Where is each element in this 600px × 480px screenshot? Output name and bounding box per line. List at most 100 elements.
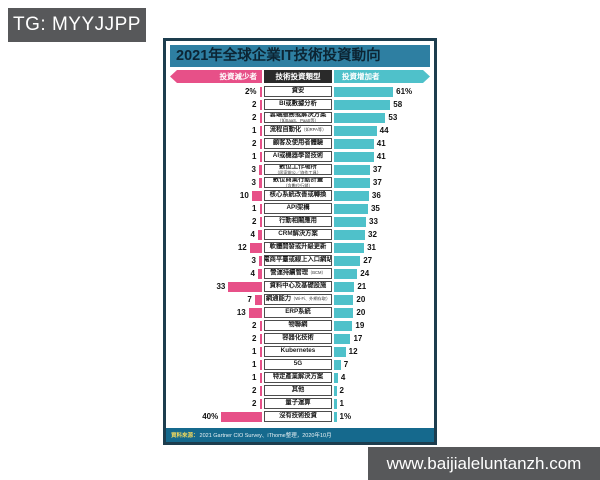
increase-value: 20 [356, 295, 366, 304]
decrease-value: 4 [250, 269, 255, 278]
tech-label: 其他 [291, 386, 305, 394]
decrease-value: 2 [252, 321, 257, 330]
tech-label-text: 營運持續管理 [270, 269, 309, 277]
decrease-bar [259, 138, 262, 149]
increase-bar [334, 164, 370, 175]
decrease-bar [259, 320, 262, 331]
increase-bar [334, 216, 366, 227]
increase-bar [334, 138, 374, 149]
tech-label-box: AI或機器學習技術 [264, 151, 332, 162]
tech-label-box: BI或數據分析 [264, 99, 332, 110]
increase-bar [334, 112, 386, 123]
increase-zone: 31 [334, 242, 430, 253]
increase-value: 61% [396, 87, 413, 96]
decrease-zone: 3 [170, 255, 262, 266]
increase-value: 35 [370, 204, 380, 213]
decrease-zone: 2 [170, 216, 262, 227]
decrease-bar [259, 99, 262, 110]
decrease-bar [228, 281, 262, 292]
decrease-zone: 10 [170, 190, 262, 201]
increase-value: 58 [393, 100, 403, 109]
increase-bar [334, 190, 369, 201]
increase-value: 41 [376, 139, 386, 148]
increase-zone: 27 [334, 255, 430, 266]
decrease-zone: 2 [170, 398, 262, 409]
chart-row: 4 營運持續管理（BCM） 24 [170, 267, 430, 280]
decrease-bar [259, 112, 262, 123]
decrease-value: 2 [252, 386, 257, 395]
decrease-value: 2 [252, 217, 257, 226]
increase-zone: 61% [334, 86, 430, 97]
tech-label: 沒有技術投資 [279, 412, 317, 420]
tg-badge: TG: MYYJJPP [8, 8, 146, 42]
tech-label-note: （如RPA等） [301, 127, 327, 133]
increase-zone: 20 [334, 294, 430, 305]
tech-label-box: 特定產業解決方案 [264, 372, 332, 383]
tech-label-box: 數位工作場所 （居家辦公／協作工具） [264, 164, 332, 175]
tech-label: CRM解決方案 [278, 230, 318, 238]
tech-label-text: 其他 [291, 386, 305, 394]
increase-bar [334, 229, 366, 240]
increase-value: 1 [339, 399, 344, 408]
increase-bar [334, 398, 337, 409]
increase-value: 20 [356, 308, 366, 317]
tech-label-box: 數位商業行動計畫 （含數位行銷） [264, 177, 332, 188]
decrease-bar [258, 255, 262, 266]
tech-label-text: 行動相關應用 [279, 217, 317, 225]
tech-label-box: 其他 [264, 385, 332, 396]
tech-label: 雲端服務或解決方案 [270, 113, 327, 119]
increase-value: 31 [367, 243, 376, 252]
tech-label: AI或機器學習技術 [273, 152, 323, 160]
tech-label-box: CRM解決方案 [264, 229, 332, 240]
tech-label-text: 沒有技術投資 [279, 412, 317, 420]
tech-label-sub: （居家辦公／協作工具） [274, 169, 322, 175]
chart-row: 1 5G 7 [170, 358, 430, 371]
increase-zone: 12 [334, 346, 430, 357]
increase-zone: 44 [334, 125, 430, 136]
decrease-bar [259, 385, 262, 396]
decrease-value: 10 [239, 191, 249, 200]
increase-value: 19 [355, 321, 365, 330]
tech-label: 行動相關應用 [279, 217, 317, 225]
tech-label: ERP系統 [285, 308, 311, 316]
decrease-bar [259, 346, 262, 357]
legend-tech-type: 技術投資類型 [264, 70, 332, 83]
increase-zone: 37 [334, 177, 430, 188]
chart-row: 2 其他 2 [170, 384, 430, 397]
tech-label-note: （BCM） [308, 270, 326, 276]
tech-label: 資料中心及基礎設施 [270, 282, 327, 290]
decrease-bar [248, 307, 262, 318]
increase-zone: 4 [334, 372, 430, 383]
increase-value: 24 [360, 269, 370, 278]
tech-label-box: 沒有技術投資 [264, 411, 332, 422]
source-prefix: 資料來源： [171, 433, 199, 439]
increase-zone: 7 [334, 359, 430, 370]
legend-decrease-arrow: 投資減少者 [170, 70, 262, 83]
increase-bar [334, 125, 377, 136]
increase-zone: 24 [334, 268, 430, 279]
increase-zone: 33 [334, 216, 430, 227]
tech-label: 核心系統改善或轉換 [270, 191, 327, 199]
tech-label-text: 網通能力 [265, 295, 292, 303]
decrease-bar [221, 411, 262, 422]
increase-zone: 41 [334, 138, 430, 149]
increase-zone: 36 [334, 190, 430, 201]
decrease-zone: 2 [170, 385, 262, 396]
tech-label: 營運持續管理（BCM） [270, 269, 326, 277]
decrease-zone: 40% [170, 411, 262, 422]
decrease-zone: 4 [170, 268, 262, 279]
increase-zone: 58 [334, 99, 430, 110]
increase-value: 32 [368, 230, 377, 239]
chart-rows: 2% 資安 61% 2 BI或數據分析 58 2 雲端服務或解決方案 （如SaaS、PaaS等）… [170, 85, 430, 423]
chart-legend: 投資減少者 技術投資類型 投資增加者 [170, 70, 430, 83]
increase-bar [334, 177, 370, 188]
tech-label-text: 容器化技術 [282, 334, 314, 342]
increase-bar [334, 242, 365, 253]
decrease-value: 40% [202, 412, 219, 421]
tech-label-text: ERP系統 [285, 308, 311, 316]
tech-label: 顧客及使用者體驗 [273, 139, 323, 147]
decrease-value: 1 [252, 347, 257, 356]
chart-row: 3 數位商業行動計畫 （含數位行銷） 37 [170, 176, 430, 189]
tech-label-text: 電商平臺或線上入口網站 [264, 256, 332, 264]
decrease-value: 13 [236, 308, 246, 317]
